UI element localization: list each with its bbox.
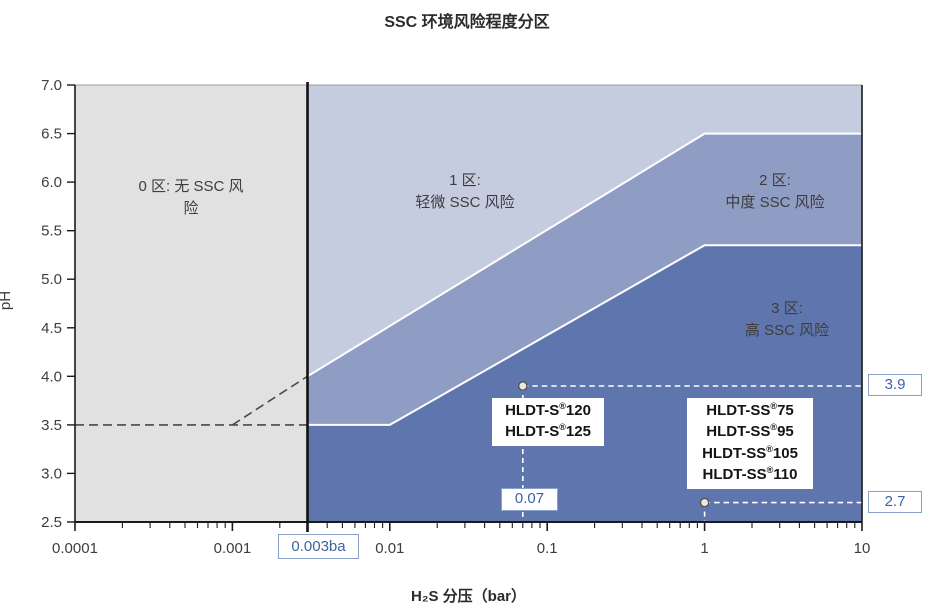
registered-mark: ®: [766, 443, 773, 454]
x-axis-label: H₂S 分压（bar）: [410, 588, 526, 605]
product-name: HLDT-S®120: [505, 401, 591, 419]
y-tick-label: 5.5: [41, 223, 62, 240]
registered-mark: ®: [559, 422, 566, 433]
y-tick-label: 6.5: [41, 126, 62, 143]
x-tick-label: 1: [700, 540, 708, 557]
product-name: HLDT-SS®75: [706, 401, 794, 419]
product-name: HLDT-S®125: [505, 422, 591, 441]
chart-title: SSC 环境风险程度分区: [384, 14, 550, 31]
y-tick-label: 2.5: [41, 514, 62, 531]
ph-annotation-3-9: 3.9: [868, 374, 922, 396]
product-label-hldt-s: HLDT-S®120 HLDT-S®125: [492, 398, 604, 446]
x-tick-label: 0.01: [375, 540, 404, 557]
x-tick-label: 0.0001: [52, 540, 98, 557]
h2s-threshold-annotation: 0.003ba: [278, 534, 359, 559]
product-name: HLDT-SS®105: [702, 443, 798, 462]
y-tick-label: 4.0: [41, 368, 62, 385]
y-tick-label: 6.0: [41, 174, 62, 191]
y-tick-label: 5.0: [41, 271, 62, 288]
zone1-zone2-boundary: [306, 132, 862, 378]
y-tick-label: 7.0: [41, 77, 62, 94]
product-name: HLDT-SS®95: [706, 422, 794, 441]
zone0-dashed-guide-1: [231, 375, 308, 426]
y-axis-label: pH: [0, 290, 15, 311]
registered-mark: ®: [559, 401, 566, 411]
y-tick-label: 3.5: [41, 417, 62, 434]
x-tick-label: 0.1: [537, 540, 558, 557]
x-tick-label: 0.001: [214, 540, 252, 557]
zone-2-label: 2 区: 中度 SSC 风险: [725, 172, 825, 211]
ph-annotation-2-7: 2.7: [868, 491, 922, 513]
zone-1-label: 1 区: 轻微 SSC 风险: [415, 172, 515, 211]
y-tick-label: 4.5: [41, 320, 62, 337]
registered-mark: ®: [770, 422, 778, 433]
x-tick-label: 10: [854, 540, 871, 557]
data-point-marker-0: [517, 381, 528, 391]
product-name: HLDT-SS®110: [702, 465, 798, 484]
h2s-annotation-0-07: 0.07: [501, 488, 558, 511]
registered-mark: ®: [766, 465, 774, 476]
data-point-marker-1: [699, 497, 710, 508]
y-tick-label: 3.0: [41, 465, 62, 482]
zone2-zone3-boundary: [307, 244, 862, 426]
zone-3-label: 3 区: 高 SSC 风险: [744, 300, 830, 339]
registered-mark: ®: [770, 401, 778, 411]
zone-0-label: 0 区: 无 SSC 风 险: [138, 178, 244, 217]
product-label-hldt-ss: HLDT-SS®75 HLDT-SS®95 HLDT-SS®105 HLDT-SS®1…: [687, 398, 813, 489]
zone-0-area: [75, 85, 308, 522]
